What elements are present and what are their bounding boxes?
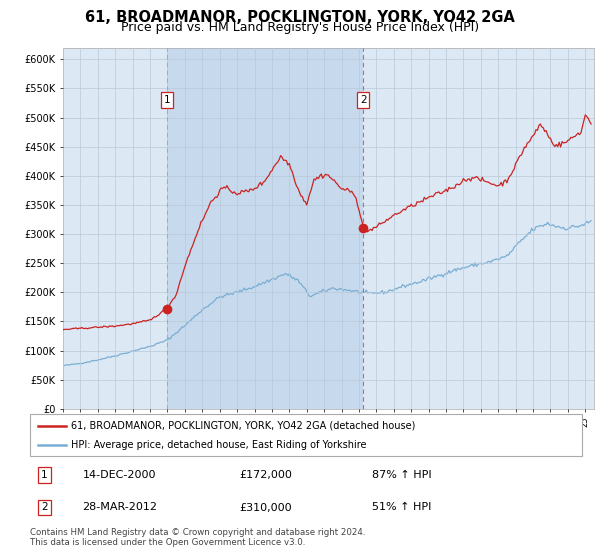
Text: £310,000: £310,000	[240, 502, 292, 512]
Text: 61, BROADMANOR, POCKLINGTON, YORK, YO42 2GA: 61, BROADMANOR, POCKLINGTON, YORK, YO42 …	[85, 10, 515, 25]
Text: 87% ↑ HPI: 87% ↑ HPI	[372, 470, 432, 480]
Bar	[167, 48, 363, 409]
Text: 28-MAR-2012: 28-MAR-2012	[82, 502, 157, 512]
Text: 2: 2	[41, 502, 47, 512]
Text: Contains HM Land Registry data © Crown copyright and database right 2024.
This d: Contains HM Land Registry data © Crown c…	[30, 528, 365, 547]
Text: 1: 1	[163, 95, 170, 105]
Text: 61, BROADMANOR, POCKLINGTON, YORK, YO42 2GA (detached house): 61, BROADMANOR, POCKLINGTON, YORK, YO42 …	[71, 421, 416, 431]
Text: HPI: Average price, detached house, East Riding of Yorkshire: HPI: Average price, detached house, East…	[71, 440, 367, 450]
Text: 14-DEC-2000: 14-DEC-2000	[82, 470, 156, 480]
Text: 2: 2	[360, 95, 367, 105]
Text: £172,000: £172,000	[240, 470, 293, 480]
Text: 1: 1	[41, 470, 47, 480]
Text: Price paid vs. HM Land Registry's House Price Index (HPI): Price paid vs. HM Land Registry's House …	[121, 21, 479, 34]
Text: 51% ↑ HPI: 51% ↑ HPI	[372, 502, 431, 512]
